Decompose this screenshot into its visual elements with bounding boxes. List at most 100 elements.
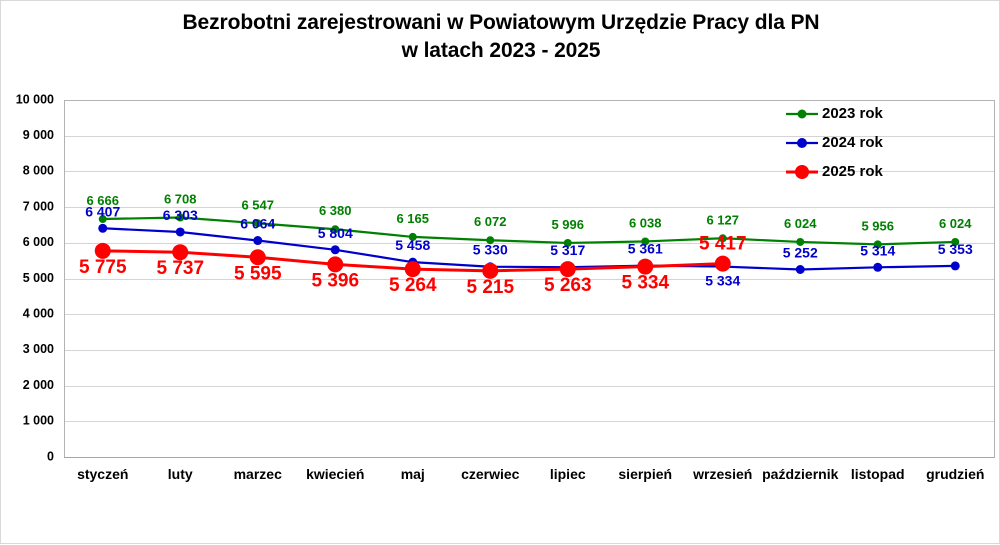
- data-point-marker: [330, 245, 340, 255]
- legend-marker-swatch: [797, 109, 807, 119]
- y-axis-tick-label: 9 000: [23, 128, 54, 142]
- data-point-label: 6 024: [784, 216, 817, 231]
- data-point-marker: [641, 237, 650, 246]
- y-axis-tick-label: 2 000: [23, 378, 54, 392]
- data-point-label: 5 215: [466, 277, 514, 298]
- series-2: [98, 223, 960, 275]
- legend-item-2[interactable]: 2024 rok: [786, 134, 884, 151]
- data-point-label: 6 708: [164, 192, 197, 207]
- y-axis-tick-label: 7 000: [23, 199, 54, 213]
- x-axis-tick-label: październik: [762, 466, 838, 482]
- data-point-marker: [718, 234, 727, 243]
- y-axis-tick-label: 10 000: [16, 92, 54, 106]
- data-labels-group: 6 666 6 708 6 547 6 380 6 165 6 072 5 996 6 038…: [79, 192, 973, 298]
- data-point-marker: [176, 213, 185, 222]
- data-point-marker: [331, 225, 340, 234]
- chart-title-line-2: w latach 2023 - 2025: [401, 38, 601, 62]
- y-axis-tick-label: 1 000: [23, 414, 54, 428]
- x-axis-tick-label: luty: [168, 466, 193, 482]
- y-axis-tick-label: 6 000: [23, 235, 54, 249]
- data-point-label: 6 666: [86, 193, 119, 208]
- data-point-label: 5 263: [544, 275, 592, 296]
- chart-title: Bezrobotni zarejestrowani w Powiatowym U…: [1, 9, 1000, 64]
- data-point-label: 6 380: [319, 203, 352, 218]
- data-point-label: 6 024: [939, 216, 972, 231]
- data-point-label: 6 064: [240, 216, 275, 232]
- x-axis-tick-label: wrzesień: [692, 466, 752, 482]
- x-axis-tick-label: listopad: [851, 466, 905, 482]
- series-1: [98, 213, 960, 249]
- data-point-marker: [563, 238, 572, 247]
- y-axis-tick-label: 3 000: [23, 342, 54, 356]
- data-point-label: 5 775: [79, 257, 127, 278]
- data-point-marker: [175, 227, 185, 237]
- data-point-label: 5 417: [699, 234, 747, 255]
- legend-item-label: 2024 rok: [822, 134, 884, 151]
- data-point-marker: [482, 262, 499, 279]
- data-point-label: 6 127: [706, 212, 739, 227]
- data-point-marker: [795, 265, 805, 275]
- x-axis-tick-label: grudzień: [926, 466, 984, 482]
- x-axis-tick-label: maj: [401, 466, 425, 482]
- data-point-marker: [559, 261, 576, 278]
- data-point-label: 5 330: [473, 242, 508, 258]
- plot-area-border: [64, 100, 995, 459]
- data-point-label: 5 996: [551, 217, 584, 232]
- data-point-label: 5 317: [550, 242, 585, 258]
- y-axis-tick-label: 0: [47, 449, 54, 463]
- data-point-label: 5 737: [156, 258, 204, 279]
- data-point-label: 5 396: [311, 270, 359, 291]
- data-point-label: 6 165: [396, 211, 429, 226]
- x-axis-tick-label: kwiecień: [306, 466, 364, 482]
- data-point-marker: [172, 244, 189, 261]
- x-axis-tick-labels: styczeń luty marzec kwiecień maj czerwiec lipi…: [77, 466, 984, 482]
- data-point-marker: [950, 261, 960, 271]
- data-point-label: 6 547: [241, 197, 274, 212]
- data-point-label: 5 361: [628, 241, 663, 257]
- data-point-label: 5 353: [938, 241, 973, 257]
- series-line: [101, 227, 957, 271]
- data-point-label: 6 303: [163, 207, 198, 223]
- data-point-label: 5 595: [234, 263, 282, 284]
- series-line: [101, 216, 957, 246]
- legend-item-1[interactable]: 2023 rok: [786, 105, 884, 122]
- y-axis-tick-label: 8 000: [23, 164, 54, 178]
- data-point-marker: [253, 236, 263, 246]
- legend-item-label: 2025 rok: [822, 163, 884, 180]
- data-point-label: 5 458: [395, 237, 430, 253]
- data-point-marker: [98, 215, 107, 224]
- data-point-marker: [327, 256, 344, 273]
- legend-marker-swatch: [795, 165, 809, 179]
- data-point-marker: [873, 262, 883, 272]
- data-point-marker: [486, 236, 495, 245]
- chart-title-line-1: Bezrobotni zarejestrowani w Powiatowym U…: [182, 11, 820, 34]
- x-axis-tick-label: styczeń: [77, 466, 128, 482]
- data-point-marker: [94, 242, 111, 259]
- x-axis-tick-label: lipiec: [550, 466, 586, 482]
- data-point-marker: [253, 219, 262, 228]
- data-point-label: 5 334: [621, 273, 669, 294]
- data-point-marker: [796, 237, 805, 246]
- data-point-marker: [404, 261, 421, 278]
- data-point-marker: [249, 249, 266, 266]
- y-axis-tick-labels: 0 1 000 2 000 3 000 4 000 5 000 6 000 7 000 8 00…: [16, 92, 54, 463]
- data-point-label: 5 956: [861, 218, 894, 233]
- data-series-group: [94, 213, 960, 279]
- data-point-label: 5 314: [860, 242, 895, 258]
- legend-marker-swatch: [797, 138, 807, 148]
- data-point-label: 5 334: [705, 273, 740, 289]
- data-point-label: 6 072: [474, 214, 507, 229]
- data-point-label: 5 252: [783, 245, 818, 261]
- x-axis-tick-label: marzec: [234, 466, 282, 482]
- data-point-marker: [714, 255, 731, 272]
- legend-item-label: 2023 rok: [822, 105, 884, 122]
- legend-item-3[interactable]: 2025 rok: [786, 163, 884, 180]
- data-point-label: 5 804: [318, 225, 353, 241]
- x-axis-tick-label: czerwiec: [461, 466, 520, 482]
- data-point-marker: [637, 258, 654, 275]
- data-point-marker: [951, 237, 960, 246]
- data-point-marker: [873, 240, 882, 249]
- data-point-marker: [408, 232, 417, 241]
